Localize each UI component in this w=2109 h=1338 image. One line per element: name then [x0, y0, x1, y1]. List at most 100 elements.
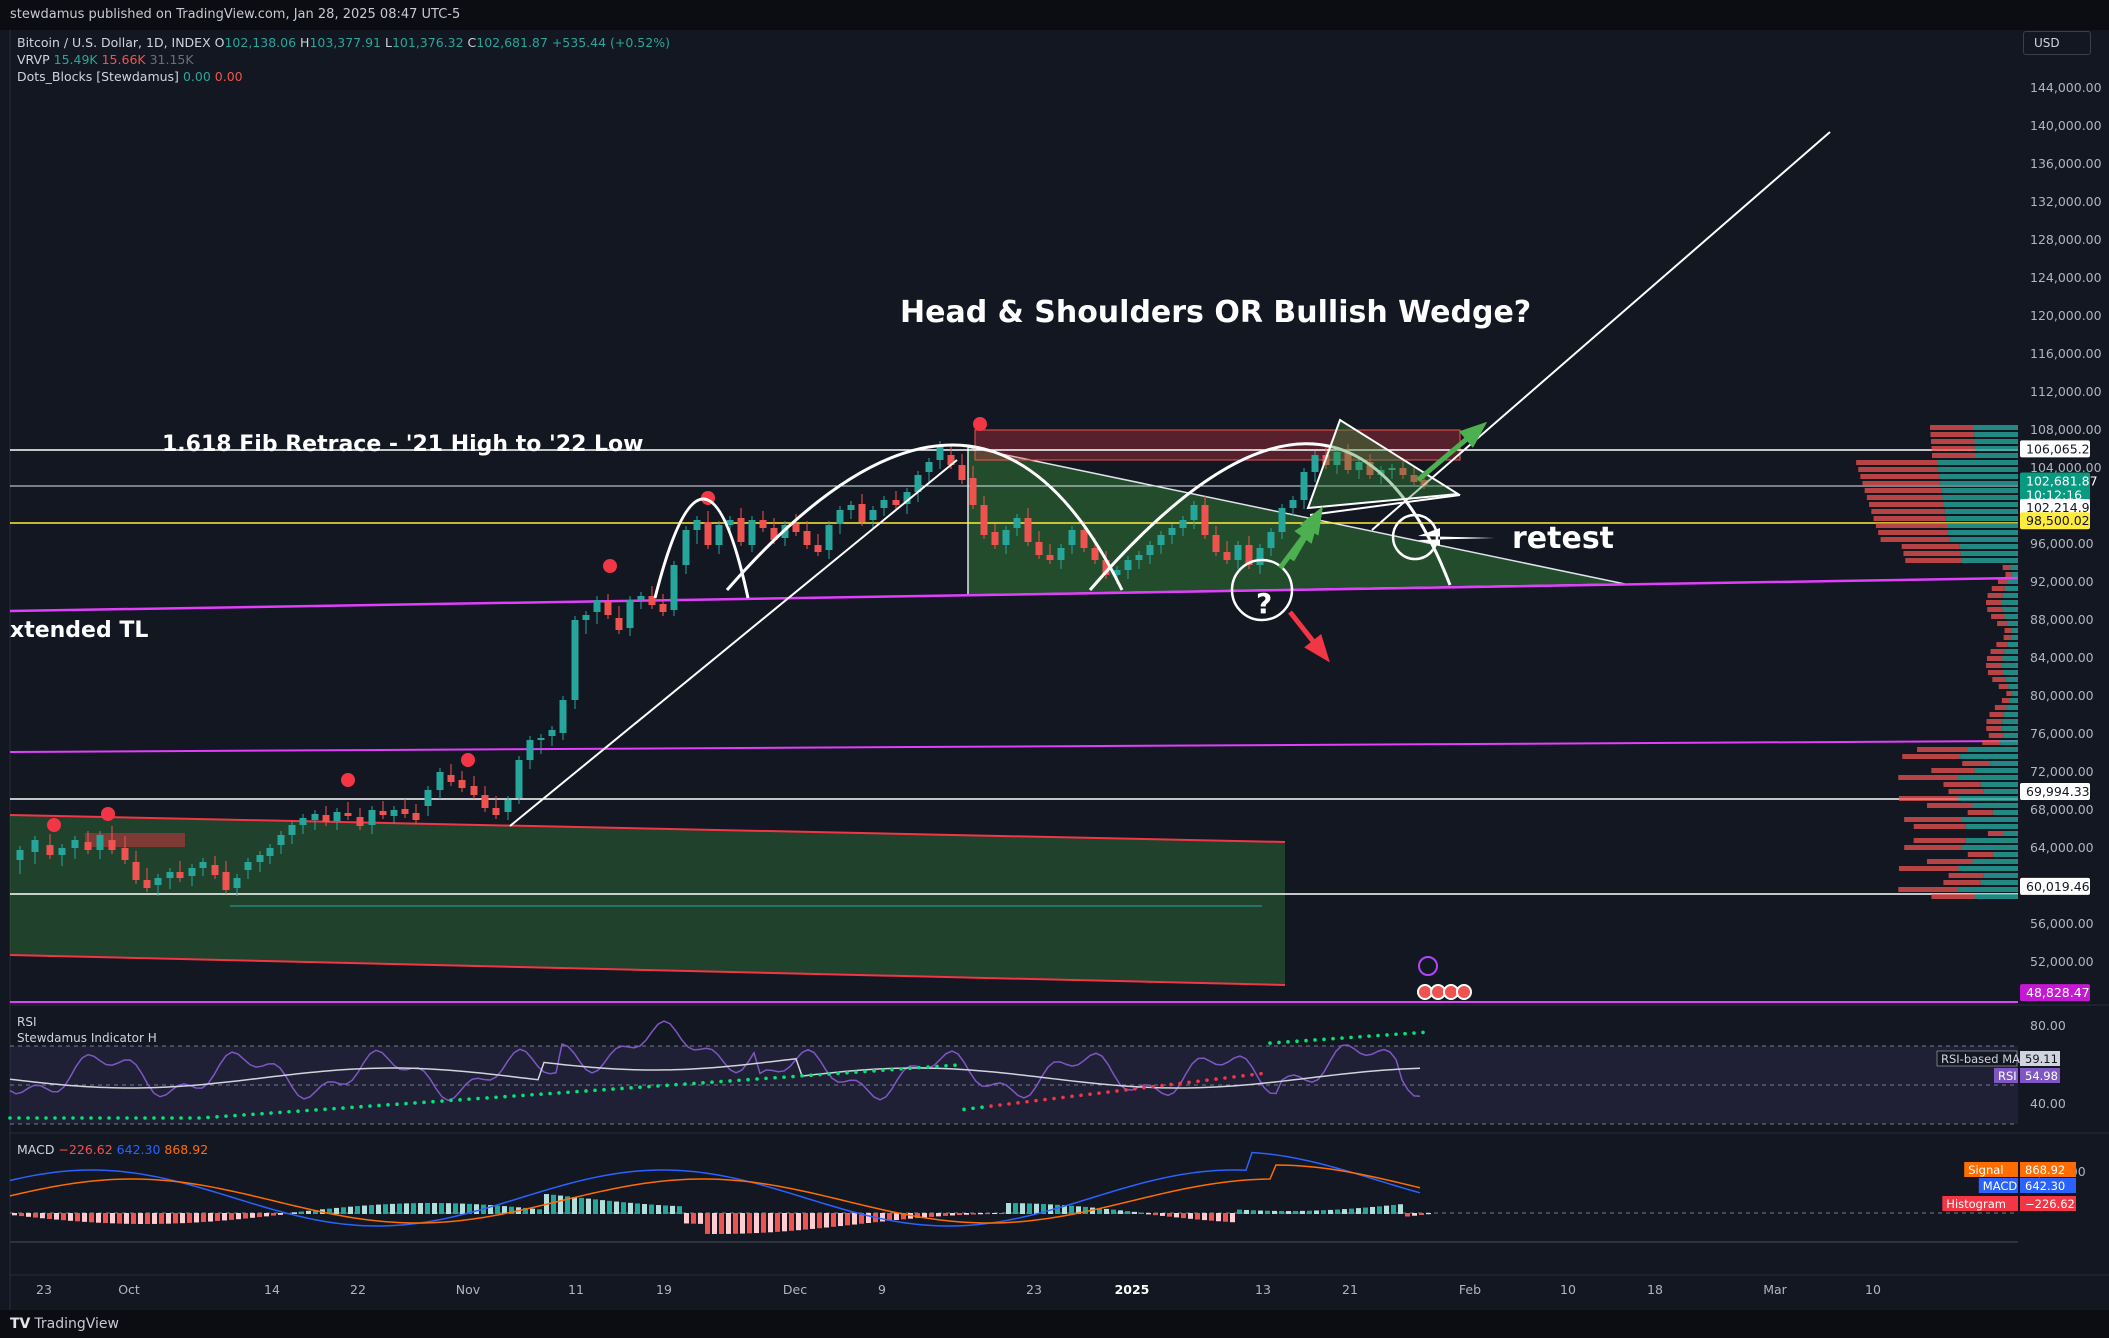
indicator-dot	[269, 1111, 273, 1115]
vp-bar-sell	[1905, 558, 1962, 563]
indicator-dot	[377, 1103, 381, 1108]
retest-arrow	[1418, 528, 1495, 546]
indicator-dot	[512, 1094, 516, 1098]
indicator-dot	[1349, 1035, 1353, 1040]
macd-histogram-bar	[1265, 1210, 1270, 1214]
indicator-dot	[971, 1106, 975, 1111]
candle-body	[233, 878, 241, 888]
indicator-dot	[179, 1116, 183, 1120]
macd-histogram-bar	[1027, 1203, 1032, 1214]
macd-histogram-bar	[33, 1213, 38, 1218]
indicator-dot	[8, 1116, 12, 1120]
vp-bar-sell	[1932, 453, 1976, 458]
vp-bar-buy	[2004, 614, 2018, 619]
indicator-dot	[818, 1072, 822, 1077]
price-tick-label: 96,000.00	[2030, 536, 2094, 551]
candle-body	[770, 528, 778, 540]
vp-bar-buy	[2012, 691, 2018, 696]
candle-body	[704, 522, 712, 545]
vp-bar-buy	[1961, 558, 2018, 563]
indicator-dot	[1340, 1036, 1344, 1040]
footer-bar: TV TradingView	[0, 1310, 2109, 1338]
macd-histogram-bar	[1041, 1204, 1046, 1214]
vp-bar-sell	[1931, 894, 1975, 899]
macd-histogram-bar	[1384, 1205, 1389, 1214]
candle-body	[154, 878, 162, 885]
candle-body	[492, 808, 500, 815]
candle-body	[1410, 475, 1418, 482]
indicator-dot	[44, 1116, 48, 1120]
macd-histogram-bar	[775, 1213, 780, 1232]
candle-body	[1046, 555, 1054, 560]
macd-histogram-bar	[96, 1213, 101, 1223]
indicator-dot	[1007, 1102, 1011, 1106]
indicator-dot	[1394, 1032, 1398, 1037]
indicator-dot	[530, 1092, 534, 1097]
macd-histogram-bar	[1167, 1213, 1172, 1217]
vp-bar-buy	[2002, 719, 2018, 724]
signal-dot	[47, 818, 61, 832]
vp-bar-sell	[1990, 649, 2005, 654]
macd-histogram-bar	[768, 1213, 773, 1233]
indicator-dot	[548, 1091, 552, 1096]
price-tick-label: 112,000.00	[2030, 384, 2102, 399]
indicator-dot	[1268, 1041, 1272, 1045]
macd-histogram-bar	[1321, 1210, 1326, 1214]
indicator-dot	[98, 1116, 102, 1120]
vp-bar-buy	[1944, 509, 2018, 514]
macd-histogram-bar	[663, 1205, 668, 1214]
symbol-legend[interactable]: Bitcoin / U.S. Dollar, 1D, INDEX O102,13…	[17, 35, 670, 50]
price-tick-label: 120,000.00	[2030, 308, 2102, 323]
candle-body	[670, 565, 678, 610]
macd-histogram-bar	[369, 1205, 374, 1214]
rsi-ma-tag	[1936, 1050, 2018, 1067]
rsi-label[interactable]: RSI	[17, 1015, 37, 1029]
macd-histogram-bar	[1272, 1210, 1277, 1214]
vp-bar-sell	[2003, 635, 2011, 640]
dots-legend[interactable]: Dots_Blocks [Stewdamus] 0.00 0.00	[17, 69, 243, 84]
indicator-dot	[656, 1084, 660, 1088]
candle-body	[424, 790, 432, 806]
macd-histogram-bar	[467, 1203, 472, 1214]
macd-histogram-bar	[439, 1203, 444, 1214]
time-tick-label: 9	[878, 1282, 886, 1297]
tradingview-logo[interactable]: TV TradingView	[10, 1316, 119, 1332]
vp-bar-sell	[1986, 719, 2003, 724]
vp-bar-buy	[1983, 789, 2018, 794]
currency-button[interactable]: USD	[2023, 31, 2091, 55]
macd-histogram-bar	[894, 1213, 899, 1221]
vp-bar-sell	[1878, 530, 1949, 535]
macd-histogram-bar	[1258, 1210, 1263, 1214]
price-badge-label: 102,681.87	[2026, 474, 2098, 489]
time-tick-label: Nov	[456, 1282, 481, 1297]
candle-body	[980, 505, 988, 535]
macd-histogram-bar	[1244, 1209, 1249, 1214]
vp-bar-buy	[1943, 502, 2018, 507]
rsi-indicator-label[interactable]: Stewdamus Indicator H	[17, 1031, 157, 1045]
macd-value-tag	[2020, 1196, 2076, 1211]
indicator-dot	[287, 1109, 291, 1114]
macd-histogram-bar	[901, 1213, 906, 1220]
price-badge-label: 98,500.02	[2026, 513, 2090, 528]
macd-histogram-bar	[1405, 1213, 1410, 1217]
indicator-dot	[1313, 1038, 1317, 1042]
macd-legend[interactable]: MACD −226.62 642.30 868.92	[17, 1142, 208, 1157]
macd-histogram-bar	[684, 1213, 689, 1224]
indicator-dot	[1016, 1101, 1020, 1105]
indicator-dot	[710, 1080, 714, 1084]
indicator-dot	[386, 1103, 390, 1107]
candle-body	[936, 445, 944, 460]
macd-histogram-bar	[152, 1213, 157, 1224]
vrvp-legend[interactable]: VRVP 15.49K 15.66K 31.15K	[17, 52, 194, 67]
time-tick-label: Dec	[783, 1282, 807, 1297]
indicator-dot	[638, 1085, 642, 1089]
low-value: 101,376.32	[391, 35, 464, 50]
macd-histogram-bar	[47, 1213, 52, 1219]
price-badge	[2020, 512, 2090, 530]
macd-histogram-bar	[992, 1213, 997, 1215]
indicator-dot	[359, 1104, 363, 1109]
vp-bar-sell	[1898, 866, 1959, 871]
candle-body	[266, 848, 274, 856]
macd-histogram-bar	[726, 1213, 731, 1234]
